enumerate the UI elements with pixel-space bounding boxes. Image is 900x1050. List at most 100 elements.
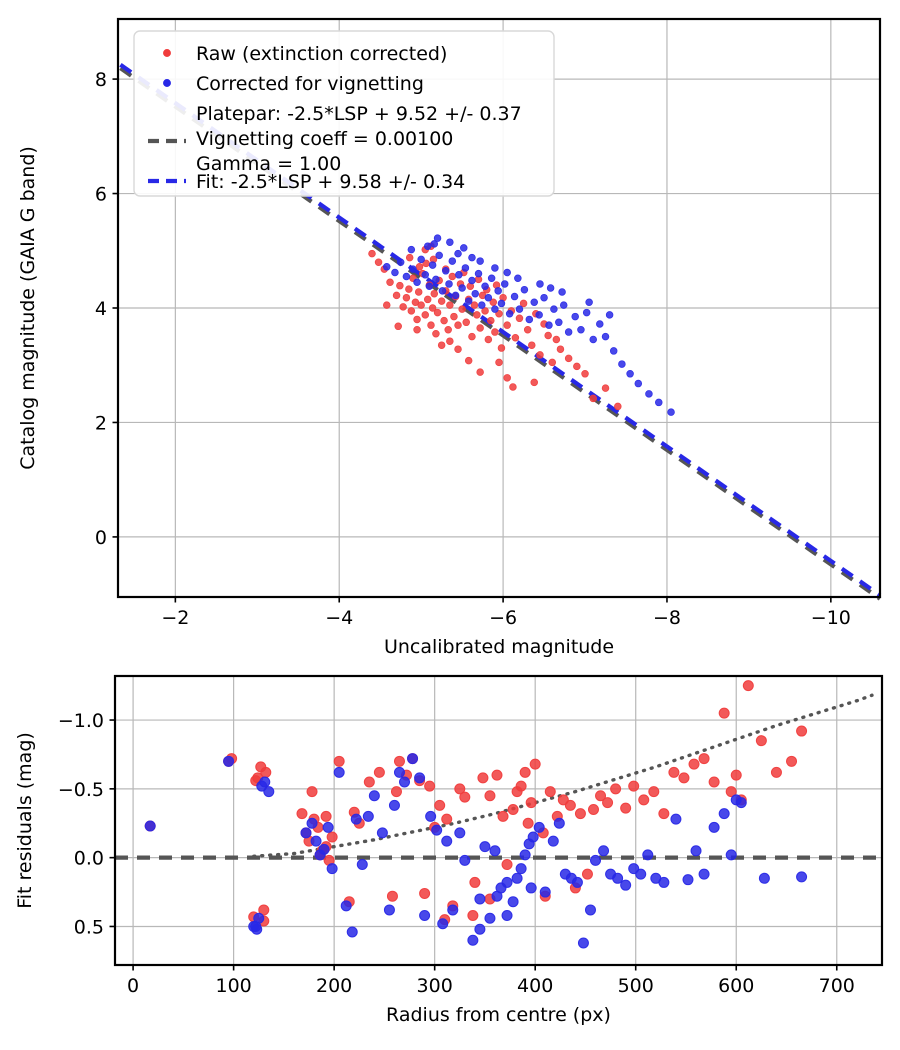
legend-box bbox=[133, 30, 555, 197]
data-point bbox=[609, 347, 618, 355]
data-point bbox=[399, 303, 407, 311]
ytick-label: 0.5 bbox=[74, 916, 104, 938]
data-point bbox=[725, 849, 737, 861]
data-point bbox=[383, 263, 391, 271]
legend-entry-platepar-line2: Vignetting coeff = 0.00100 bbox=[196, 128, 453, 150]
data-point bbox=[326, 831, 338, 843]
ytick-label: 6 bbox=[95, 184, 107, 206]
data-point bbox=[491, 328, 499, 336]
data-point bbox=[425, 282, 434, 291]
data-point bbox=[519, 299, 528, 308]
data-point bbox=[413, 315, 421, 324]
data-point bbox=[388, 799, 400, 811]
data-point bbox=[447, 904, 459, 916]
data-point bbox=[564, 354, 573, 363]
data-point bbox=[451, 291, 460, 300]
data-point bbox=[590, 854, 602, 866]
x-axis-label: Uncalibrated magnitude bbox=[384, 636, 614, 658]
data-point bbox=[445, 280, 453, 288]
xtick-label: 500 bbox=[618, 975, 654, 997]
data-point bbox=[250, 920, 262, 932]
data-point bbox=[413, 278, 421, 287]
ytick-label: 4 bbox=[95, 298, 107, 320]
data-point bbox=[525, 315, 534, 324]
data-point bbox=[346, 926, 358, 938]
data-point bbox=[648, 786, 660, 798]
data-point bbox=[440, 316, 448, 325]
data-point bbox=[564, 328, 573, 336]
x-axis-label: Radius from centre (px) bbox=[386, 1004, 611, 1026]
ticks: 0 100 200 300 400 500 600 700 0.5 0.0 −0.5 −1.0 bbox=[58, 710, 855, 997]
data-point bbox=[503, 321, 511, 329]
data-point bbox=[589, 335, 597, 344]
data-point bbox=[581, 868, 593, 880]
data-point bbox=[462, 318, 470, 327]
data-point bbox=[350, 813, 362, 825]
data-point bbox=[487, 316, 495, 325]
data-point bbox=[468, 253, 476, 262]
data-point bbox=[467, 934, 479, 946]
data-point bbox=[758, 872, 770, 884]
data-point bbox=[548, 358, 557, 367]
data-point bbox=[503, 268, 511, 277]
data-point bbox=[464, 356, 473, 365]
data-point bbox=[386, 890, 398, 902]
data-point bbox=[612, 872, 624, 884]
data-point bbox=[437, 918, 449, 930]
data-point bbox=[441, 267, 450, 275]
data-point bbox=[667, 408, 675, 416]
data-point bbox=[545, 321, 553, 329]
data-point bbox=[362, 810, 374, 822]
data-point bbox=[491, 890, 503, 902]
data-point bbox=[454, 783, 466, 795]
data-point bbox=[461, 264, 470, 272]
legend-entry-corrected: Corrected for vignetting bbox=[196, 73, 424, 95]
data-point bbox=[698, 753, 710, 765]
data-point bbox=[333, 755, 345, 767]
data-point bbox=[223, 755, 235, 767]
data-point bbox=[582, 308, 591, 317]
data-point bbox=[577, 326, 585, 334]
data-point bbox=[481, 307, 489, 315]
data-point bbox=[550, 305, 558, 313]
data-point bbox=[546, 284, 555, 292]
data-point bbox=[658, 876, 670, 888]
data-point bbox=[533, 821, 545, 833]
data-point bbox=[376, 827, 388, 839]
data-point bbox=[634, 379, 643, 388]
ytick-label: 8 bbox=[95, 69, 107, 91]
y-axis-label: Fit residuals (mag) bbox=[14, 732, 36, 909]
data-point bbox=[484, 912, 496, 924]
data-point bbox=[584, 904, 596, 916]
data-point bbox=[470, 301, 479, 309]
legend-entry-raw: Raw (extinction corrected) bbox=[196, 43, 447, 65]
data-point bbox=[402, 272, 411, 281]
data-point bbox=[525, 797, 537, 809]
data-point bbox=[326, 863, 338, 875]
data-point bbox=[468, 332, 476, 341]
data-point bbox=[602, 797, 614, 809]
data-point bbox=[690, 845, 702, 857]
data-point bbox=[455, 271, 463, 279]
data-point bbox=[390, 786, 402, 798]
xtick-label: 100 bbox=[215, 975, 251, 997]
data-point bbox=[530, 378, 538, 387]
line-vignetting-model bbox=[252, 693, 874, 858]
data-point bbox=[437, 297, 446, 305]
data-point bbox=[540, 293, 548, 302]
data-point bbox=[407, 753, 419, 765]
data-point bbox=[519, 766, 531, 778]
data-point bbox=[688, 758, 700, 770]
data-point bbox=[473, 311, 481, 319]
data-point bbox=[668, 766, 680, 778]
xtick-label: −4 bbox=[325, 607, 353, 629]
data-point bbox=[386, 278, 394, 287]
data-point bbox=[718, 808, 730, 820]
data-point bbox=[414, 772, 426, 784]
data-point bbox=[628, 780, 640, 792]
data-point bbox=[698, 868, 710, 880]
ticks: −2 −4 −6 −8 −10 0 2 4 6 8 bbox=[95, 69, 851, 629]
data-point bbox=[300, 827, 312, 839]
data-point bbox=[588, 803, 599, 815]
